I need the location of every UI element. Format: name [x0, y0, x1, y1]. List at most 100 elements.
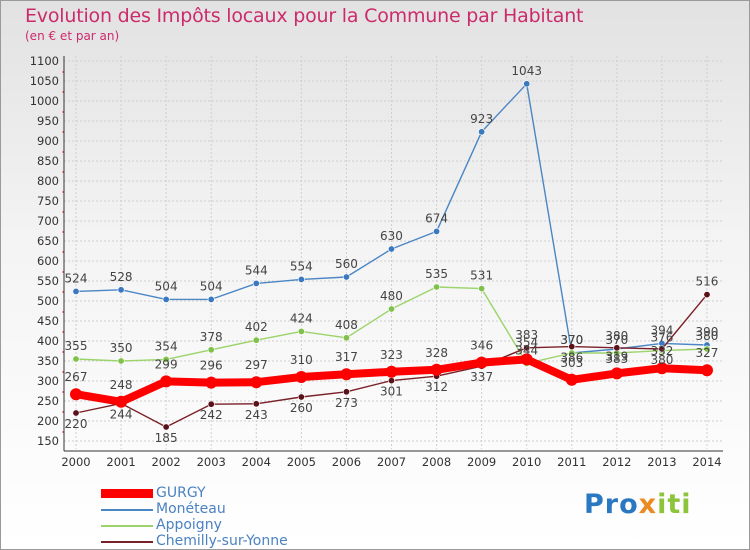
data-label-appoigny: 380	[696, 329, 719, 343]
legend-swatch-gurgy	[101, 489, 153, 498]
data-label-moneteau: 504	[155, 279, 178, 293]
y-tick-label: 450	[37, 314, 59, 328]
y-tick-label: 550	[37, 274, 59, 288]
x-tick-label: 2002	[151, 455, 180, 469]
x-tick-label: 2004	[242, 455, 271, 469]
data-label-gurgy: 248	[110, 378, 133, 392]
data-point-gurgy	[475, 356, 488, 369]
data-label-appoigny: 402	[245, 320, 268, 334]
data-point-gurgy	[385, 365, 398, 378]
data-label-gurgy: 296	[200, 359, 223, 373]
data-point-appoigny	[72, 355, 80, 363]
y-tick-label: 400	[37, 334, 59, 348]
x-tick-label: 2014	[692, 455, 721, 469]
x-tick-label: 2013	[647, 455, 676, 469]
data-point-gurgy	[655, 362, 668, 375]
legend-swatch-moneteau	[101, 509, 153, 511]
data-point-chemilly-sur-yonne	[72, 409, 80, 417]
data-point-moneteau	[342, 273, 350, 281]
y-tick-label: 350	[37, 354, 59, 368]
data-label-appoigny: 378	[200, 330, 223, 344]
data-point-appoigny	[433, 283, 441, 291]
data-label-moneteau: 504	[200, 279, 223, 293]
data-label-chemilly-sur-yonne: 242	[200, 408, 223, 422]
x-tick-label: 2008	[422, 455, 451, 469]
x-tick-label: 2009	[467, 455, 496, 469]
y-tick-label: 250	[37, 394, 59, 408]
data-point-moneteau	[297, 275, 305, 283]
data-label-moneteau: 394	[650, 323, 673, 337]
data-point-moneteau	[162, 295, 170, 303]
legend-label-appoigny: Appoigny	[156, 517, 222, 533]
data-label-chemilly-sur-yonne: 516	[696, 275, 719, 289]
data-point-gurgy	[295, 371, 308, 383]
data-label-gurgy: 267	[65, 370, 88, 384]
data-point-chemilly-sur-yonne	[658, 345, 666, 353]
data-label-gurgy: 319	[605, 349, 628, 363]
x-tick-label: 2000	[61, 455, 90, 469]
x-tick-label: 2011	[557, 455, 586, 469]
data-label-moneteau: 370	[560, 333, 583, 347]
data-point-moneteau	[478, 128, 486, 136]
data-point-chemilly-sur-yonne	[703, 291, 711, 299]
y-tick-label: 600	[37, 254, 59, 268]
data-point-chemilly-sur-yonne	[613, 344, 621, 352]
data-label-gurgy: 297	[245, 358, 268, 372]
y-tick-label: 650	[37, 234, 59, 248]
data-label-chemilly-sur-yonne: 273	[335, 396, 358, 410]
data-label-chemilly-sur-yonne: 185	[155, 431, 178, 445]
data-point-moneteau	[72, 287, 80, 295]
x-tick-label: 2012	[602, 455, 631, 469]
data-point-moneteau	[207, 295, 215, 303]
data-label-appoigny: 370	[560, 333, 583, 347]
y-tick-label: 300	[37, 374, 59, 388]
x-tick-label: 2003	[197, 455, 226, 469]
data-label-chemilly-sur-yonne: 337	[470, 370, 493, 384]
y-tick-label: 900	[37, 134, 59, 148]
data-label-moneteau: 674	[425, 211, 448, 225]
data-point-moneteau	[387, 245, 395, 253]
data-point-gurgy	[70, 388, 82, 401]
data-label-appoigny: 344	[515, 343, 538, 357]
data-label-chemilly-sur-yonne: 383	[515, 328, 538, 342]
x-tick-label: 2006	[332, 455, 361, 469]
logo-part-x: x	[638, 489, 658, 520]
data-label-appoigny: 350	[110, 341, 133, 355]
y-tick-label: 700	[37, 214, 59, 228]
data-label-gurgy: 327	[696, 346, 719, 360]
data-label-gurgy: 310	[290, 353, 313, 367]
data-label-moneteau: 544	[245, 263, 268, 277]
data-point-appoigny	[387, 305, 395, 313]
y-tick-label: 1050	[30, 74, 59, 88]
data-label-moneteau: 528	[110, 270, 133, 284]
data-label-gurgy: 332	[650, 344, 673, 358]
data-label-chemilly-sur-yonne: 220	[65, 417, 88, 431]
data-label-gurgy: 354	[515, 335, 538, 349]
data-point-chemilly-sur-yonne	[207, 400, 215, 408]
data-point-moneteau	[252, 279, 260, 287]
data-point-appoigny	[162, 355, 170, 363]
data-label-gurgy: 328	[425, 346, 448, 360]
data-point-gurgy	[250, 376, 263, 389]
data-point-moneteau	[433, 227, 441, 235]
data-point-chemilly-sur-yonne	[342, 388, 350, 396]
proxiti-logo: Proxiti	[584, 489, 692, 520]
data-point-gurgy	[520, 353, 533, 366]
legend-label-gurgy: GURGY	[156, 485, 206, 501]
data-label-chemilly-sur-yonne: 383	[605, 352, 628, 366]
data-point-appoigny	[252, 336, 260, 344]
legend-swatch-chemilly	[101, 541, 153, 543]
x-tick-label: 2005	[287, 455, 316, 469]
legend-label-chemilly: Chemilly-sur-Yonne	[156, 533, 288, 549]
data-label-chemilly-sur-yonne: 244	[110, 407, 133, 421]
data-point-moneteau	[523, 80, 531, 88]
logo-part-iti: iti	[657, 489, 692, 520]
data-label-chemilly-sur-yonne: 312	[425, 380, 448, 394]
data-label-appoigny: 531	[470, 269, 493, 283]
data-point-gurgy	[430, 363, 443, 376]
y-tick-label: 850	[37, 154, 59, 168]
y-tick-label: 200	[37, 414, 59, 428]
data-point-appoigny	[117, 357, 125, 365]
